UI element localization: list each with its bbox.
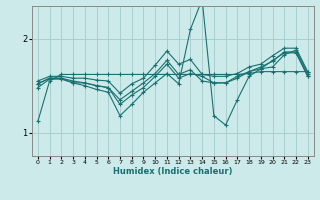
X-axis label: Humidex (Indice chaleur): Humidex (Indice chaleur) — [113, 167, 233, 176]
